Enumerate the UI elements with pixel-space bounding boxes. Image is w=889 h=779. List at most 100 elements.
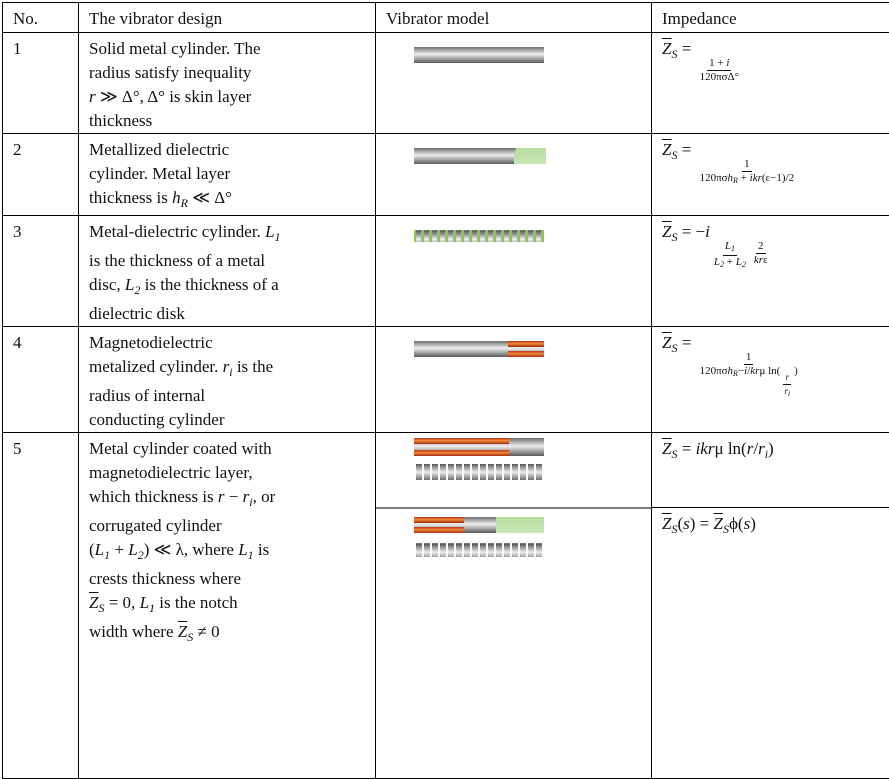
- model-5: [376, 433, 651, 778]
- design-cell: Metal cylinder coated with magnetodielect…: [79, 433, 376, 779]
- design-line: disc, L2 is the thickness of a: [89, 273, 365, 302]
- text-run: ≪ Δ°: [188, 188, 232, 207]
- text-run: is the: [233, 357, 274, 376]
- design-line: ZS = 0, L1 is the notch: [89, 591, 365, 620]
- text-run: is: [254, 540, 270, 559]
- math-symbol: 1: [731, 244, 735, 253]
- math-symbol: ikr: [696, 439, 715, 458]
- text-run: disc,: [89, 275, 125, 294]
- text-run: μ ln(: [714, 439, 746, 458]
- denominator: L2 + L2: [712, 256, 748, 271]
- header-cell: Impedance: [652, 3, 889, 33]
- math-symbol: r: [218, 487, 225, 506]
- fraction: 1120πσhR + ikr(ε−1)/2: [698, 158, 797, 187]
- text-run: ≫ Δ°, Δ° is skin layer: [96, 87, 252, 106]
- text-run: is the thickness of a metal: [89, 251, 265, 270]
- text-run: ≠ 0: [193, 622, 219, 641]
- text-run: (ε−1)/2: [762, 172, 794, 184]
- math-symbol: i: [788, 389, 790, 398]
- text-run: metalized cylinder.: [89, 357, 223, 376]
- design-line: metalized cylinder. ri is the: [89, 355, 365, 384]
- math-symbol: s: [683, 514, 690, 533]
- design-line: cylinder. Metal layer: [89, 162, 365, 186]
- text-run: = −: [677, 222, 705, 241]
- text-run: Magnetodielectric: [89, 333, 213, 352]
- math-symbol: h: [172, 188, 181, 207]
- text-run: 120πσΔ°: [700, 71, 739, 83]
- text-run: cylinder. Metal layer: [89, 164, 230, 183]
- text-run: dielectric disk: [89, 304, 185, 323]
- math-symbol: L: [128, 540, 137, 559]
- text-run: ϕ(: [729, 514, 744, 533]
- impedance-formula: ZS = 1120πσhR + ikr(ε−1)/2: [662, 138, 879, 187]
- impedance-cell: ZS = −iL1L2 + L22krε: [652, 216, 889, 327]
- table-row: 1 Solid metal cylinder. The radius satisfy…: [3, 33, 889, 134]
- page: No. The vibrator design Vibrator model I…: [0, 2, 889, 687]
- table-row: 5 Metal cylinder coated with magnetodielec…: [3, 433, 889, 779]
- header-cell: The vibrator design: [79, 3, 376, 33]
- text-run: +: [738, 172, 750, 184]
- text-run: which thickness is: [89, 487, 218, 506]
- text-run: μ ln(: [759, 365, 780, 377]
- design-cell: Magnetodielectric metalized cylinder. ri …: [79, 327, 376, 433]
- design-line: which thickness is r − ri, or: [89, 485, 365, 514]
- row-number: 4: [3, 327, 79, 433]
- text-run: Metal cylinder coated with: [89, 439, 272, 458]
- design-line: conducting cylinder: [89, 408, 365, 432]
- design-line: Solid metal cylinder. The: [89, 37, 365, 61]
- text-run: corrugated cylinder: [89, 516, 222, 535]
- text-run: −: [225, 487, 243, 506]
- impedance-cell: ZS = ikrμ ln(r/ri)ZS(s) = ZSϕ(s): [652, 433, 889, 779]
- text-run: 120πσ: [700, 172, 728, 184]
- text-run: +: [110, 540, 128, 559]
- model-cell: [376, 433, 652, 779]
- math-symbol: ikr: [750, 172, 762, 184]
- math-symbol: L: [125, 275, 134, 294]
- text-run: Metal-dielectric cylinder.: [89, 222, 265, 241]
- row-number: 5: [3, 433, 79, 779]
- math-symbol: r: [758, 439, 765, 458]
- numerator: r: [783, 371, 791, 385]
- design-line: corrugated cylinder: [89, 514, 365, 538]
- design-line: radius of internal: [89, 384, 365, 408]
- math-symbol: 1: [275, 230, 281, 244]
- text-run: thickness: [89, 111, 152, 130]
- design-line: dielectric disk: [89, 302, 365, 326]
- text-run: ): [750, 514, 756, 533]
- text-run: crests thickness where: [89, 569, 241, 588]
- denominator: 120πσhR + ikr(ε−1)/2: [698, 172, 797, 187]
- math-symbol: kr: [754, 254, 763, 266]
- row-number: 3: [3, 216, 79, 327]
- text-run: +: [724, 256, 736, 268]
- numerator: 1 + i: [707, 57, 731, 71]
- denominator: 120πσΔ°: [698, 71, 741, 84]
- design-line: Metal cylinder coated with: [89, 437, 365, 461]
- text-run: =: [677, 39, 695, 58]
- design-line: magnetodielectric layer,: [89, 461, 365, 485]
- impedance-cell: ZS = 1120πσhR−i/krμ ln(rri): [652, 327, 889, 433]
- header-row: No. The vibrator design Vibrator model I…: [3, 3, 889, 33]
- text-run: ε: [763, 254, 768, 266]
- row-number: 1: [3, 33, 79, 134]
- model-cell: [376, 33, 652, 134]
- model-4: [376, 327, 651, 402]
- text-run: ) ≪ λ, where: [144, 540, 238, 559]
- math-symbol: r: [89, 87, 96, 106]
- text-run: radius satisfy inequality: [89, 63, 251, 82]
- math-symbol: i: [705, 222, 710, 241]
- design-line: Metal-dielectric cylinder. L1: [89, 220, 365, 249]
- text-run: ): [768, 439, 774, 458]
- design-line: radius satisfy inequality: [89, 61, 365, 85]
- impedance-formula: ZS(s) = ZSϕ(s): [652, 507, 889, 582]
- design-line: r ≫ Δ°, Δ° is skin layer: [89, 85, 365, 109]
- text-run: =: [677, 140, 695, 159]
- header-cell: No.: [3, 3, 79, 33]
- math-symbol: L: [265, 222, 274, 241]
